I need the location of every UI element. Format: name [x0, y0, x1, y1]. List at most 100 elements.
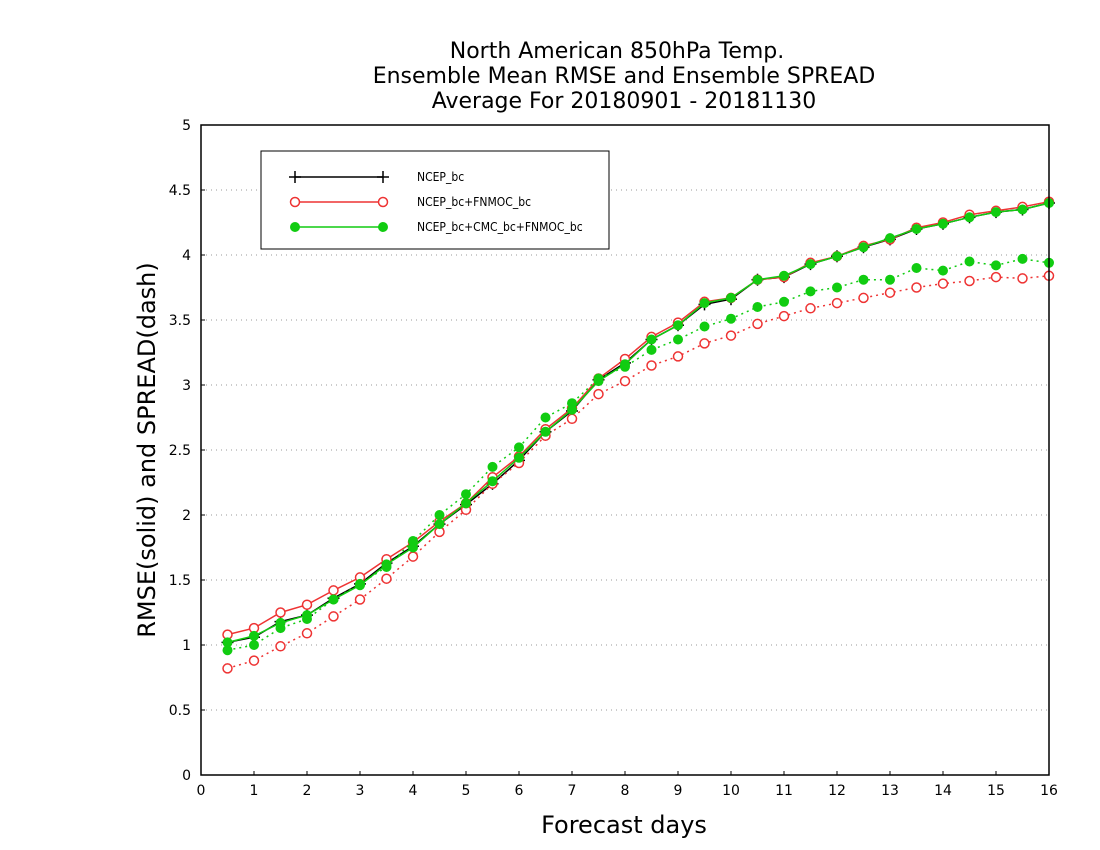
spread-point: [858, 292, 869, 304]
spread-point: [990, 271, 1002, 283]
rmse-point: [699, 298, 710, 309]
y-tick-label: 3: [182, 378, 191, 394]
spread-point: [964, 275, 975, 287]
x-tick-label: 14: [934, 783, 952, 799]
spread-point: [1017, 253, 1028, 264]
y-tick-label: 2.5: [169, 443, 191, 459]
rmse-point: [567, 404, 577, 415]
rmse-point: [1017, 204, 1028, 215]
legend-entry: NCEP_bc+CMC_bc+FNMOC_bc: [290, 220, 583, 234]
spread-point: [672, 351, 684, 362]
title-line-1: North American 850hPa Temp.: [450, 39, 785, 64]
rmse-point: [991, 207, 1001, 218]
x-tick-label: 8: [621, 783, 630, 799]
spread-point: [619, 375, 631, 387]
x-tick-label: 2: [303, 783, 312, 799]
spread-point: [566, 413, 578, 425]
legend-marker-right: [378, 222, 388, 232]
spread-point: [858, 274, 869, 285]
rmse-point: [514, 452, 524, 463]
rmse-point: [911, 224, 922, 234]
rmse-point: [964, 212, 975, 223]
rmse-point: [487, 476, 498, 487]
spread-point: [1017, 273, 1028, 284]
spread-point: [461, 489, 471, 500]
x-tick-label: 6: [515, 783, 524, 799]
chart-title: North American 850hPa Temp. Ensemble Mea…: [373, 39, 876, 114]
x-tick-label: 16: [1040, 783, 1058, 799]
spread-point: [778, 310, 790, 322]
legend-entry: NCEP_bc+FNMOC_bc: [289, 195, 531, 209]
spread-point: [646, 360, 657, 371]
spread-point: [593, 388, 604, 400]
rmse-point: [752, 274, 763, 285]
rmse-point: [302, 610, 312, 621]
y-tick-label: 4.5: [169, 183, 191, 199]
spread-point: [354, 594, 366, 605]
spread-point: [752, 318, 763, 330]
spread-point: [381, 573, 392, 584]
spread-point: [884, 287, 896, 298]
y-axis-ticks: 0 0.5 1 1.5 2 2.5 3 3.5 4 4.5 5: [169, 118, 205, 784]
rmse-point: [301, 599, 313, 610]
rmse-point: [381, 559, 392, 570]
rmse-line: [227, 200, 1050, 636]
x-axis-ticks: 0 1 2 3 4 5 6 7 8 9 10 11 12 13 14 15 16: [197, 771, 1058, 799]
y-tick-label: 3.5: [169, 313, 191, 329]
gridlines: [201, 189, 1049, 711]
legend-marker-right: [377, 196, 389, 208]
legend-label: NCEP_bc+FNMOC_bc: [417, 195, 531, 209]
rmse-point: [593, 376, 604, 387]
rmse-point: [805, 259, 816, 270]
spread-line: [227, 258, 1050, 651]
y-tick-label: 0.5: [169, 703, 191, 719]
rmse-point: [275, 617, 286, 628]
spread-point: [407, 551, 419, 562]
rmse-point: [885, 233, 895, 244]
y-tick-label: 2: [182, 508, 191, 524]
x-axis-title: Forecast days: [541, 811, 707, 839]
rmse-point: [434, 519, 445, 530]
rmse-point: [858, 242, 869, 253]
rmse-point: [461, 498, 471, 509]
x-tick-label: 7: [568, 783, 577, 799]
rmse-point: [408, 542, 418, 553]
spread-point: [805, 303, 816, 314]
x-tick-label: 15: [987, 783, 1005, 799]
spread-point: [725, 330, 737, 341]
x-tick-label: 11: [775, 783, 793, 799]
spread-point: [514, 442, 524, 453]
rmse-point: [779, 270, 789, 281]
rmse-point: [222, 637, 233, 648]
legend-marker-left: [289, 196, 301, 208]
legend-marker-right: [377, 171, 389, 183]
spread-point: [805, 286, 816, 297]
spread-line: [227, 275, 1050, 670]
x-tick-label: 0: [197, 783, 206, 799]
x-tick-label: 5: [462, 783, 471, 799]
legend-entry: NCEP_bc: [289, 170, 464, 184]
spread-point: [911, 263, 922, 273]
spread-point: [699, 321, 710, 332]
x-tick-label: 3: [356, 783, 365, 799]
spread-point: [275, 641, 286, 652]
rmse-point: [249, 630, 259, 641]
rmse-point: [620, 359, 630, 370]
spread-point: [831, 297, 843, 309]
spread-point: [832, 282, 842, 293]
legend-label: NCEP_bc+CMC_bc+FNMOC_bc: [417, 220, 583, 234]
y-tick-label: 4: [182, 248, 191, 264]
y-tick-label: 1.5: [169, 573, 191, 589]
legend-marker-left: [290, 222, 300, 232]
x-tick-label: 9: [674, 783, 683, 799]
rmse-point: [673, 320, 683, 331]
spread-point: [222, 663, 233, 674]
spread-point: [885, 274, 895, 285]
legend: NCEP_bc NCEP_bc+FNMOC_bc NCEP_bc+CMC_bc+FN…: [260, 150, 610, 250]
spread-point: [248, 655, 260, 666]
series-NCEP_bc+CMC_bc+FNMOC_bc: [222, 198, 1054, 656]
spread-point: [911, 282, 922, 293]
spread-point: [673, 334, 683, 345]
y-tick-label: 5: [182, 118, 191, 134]
